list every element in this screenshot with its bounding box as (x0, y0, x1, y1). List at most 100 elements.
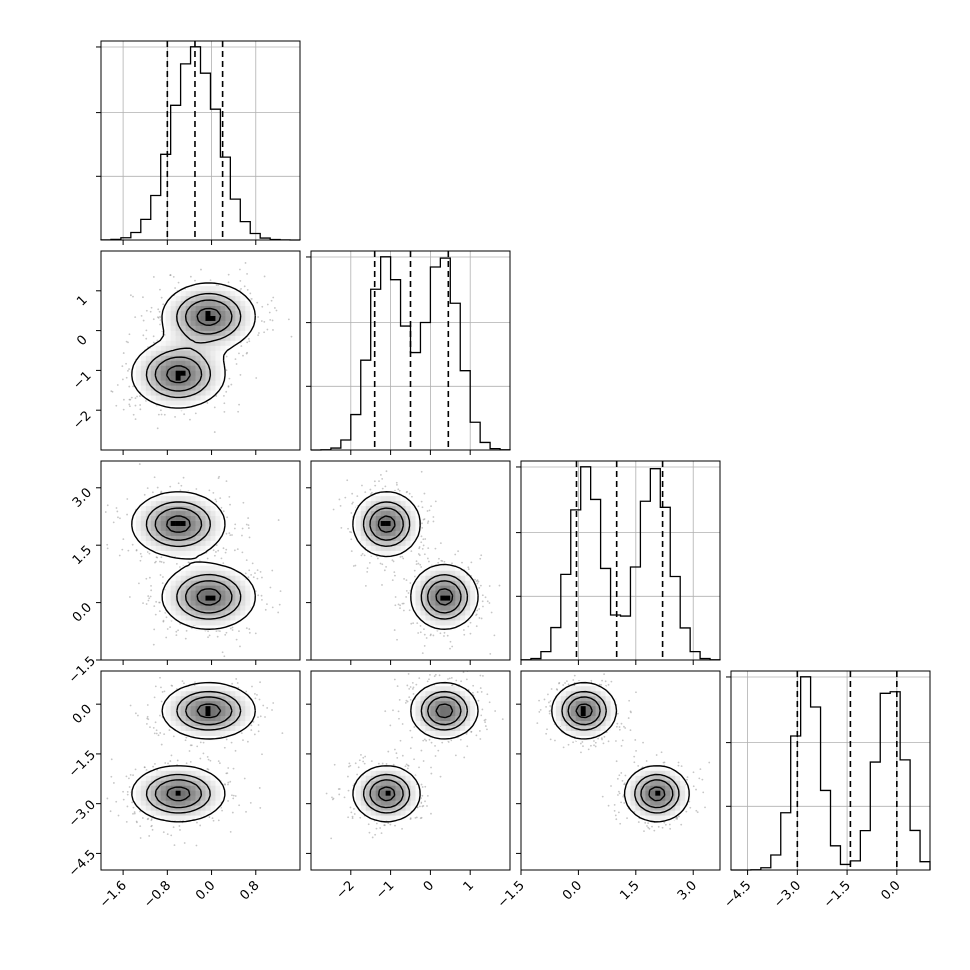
density-cell (440, 580, 446, 586)
density-cell (365, 545, 371, 551)
scatter-point (275, 309, 278, 312)
scatter-point (129, 294, 132, 297)
density-cell (190, 330, 196, 336)
density-cell (200, 565, 206, 571)
density-cell (420, 615, 426, 621)
density-cell (150, 540, 157, 546)
density-cell (215, 305, 221, 311)
density-cell (215, 315, 221, 321)
density-cell (385, 510, 391, 517)
scatter-point (256, 694, 258, 696)
scatter-point (251, 685, 253, 688)
density-cell (380, 535, 386, 541)
scatter-point (122, 398, 125, 401)
scatter-point (189, 744, 192, 747)
scatter-point (402, 609, 405, 612)
density-cell (220, 515, 226, 521)
scatter-point (207, 768, 210, 771)
scatter-point (166, 833, 169, 835)
density-cell (170, 380, 176, 386)
scatter-point (381, 563, 384, 566)
density-cell (240, 605, 246, 611)
scatter-point (271, 606, 274, 609)
density-cell (200, 285, 206, 292)
scatter-point (244, 262, 247, 264)
density-cell (170, 490, 176, 497)
density-cell (220, 610, 226, 616)
density-cell (180, 615, 186, 621)
scatter-point (361, 552, 364, 555)
scatter-point (261, 576, 263, 579)
density-cell (155, 375, 161, 381)
density-cell (200, 395, 206, 401)
density-cell (245, 325, 251, 331)
density-cell (385, 540, 391, 546)
density-cell (180, 725, 186, 731)
density-cell (155, 395, 161, 401)
density-cell (215, 535, 221, 541)
scatter-point (195, 488, 198, 490)
scatter-point (344, 496, 347, 499)
density-cell (225, 620, 231, 626)
scatter-point (215, 551, 217, 553)
density-cell (185, 520, 191, 526)
density-cell (190, 775, 196, 781)
density-cell (135, 780, 142, 786)
density-cell (200, 525, 206, 531)
density-cell (230, 620, 236, 626)
density-cell (205, 805, 211, 811)
contour-line (166, 307, 222, 384)
scatter-point (347, 527, 349, 530)
density-cell (370, 540, 376, 546)
scatter-point (122, 798, 125, 801)
density-cell (160, 765, 166, 771)
scatter-point (437, 561, 440, 564)
density-cell (175, 585, 181, 591)
density-cell (195, 770, 201, 776)
density-cell (420, 595, 426, 601)
scatter-point (229, 830, 232, 833)
density-cell (385, 500, 391, 507)
scatter-point (381, 487, 384, 490)
scatter-point (421, 547, 424, 550)
scatter-point (106, 547, 109, 550)
density-cell (375, 530, 381, 536)
scatter-point (139, 559, 142, 562)
density-cell (150, 800, 157, 806)
density-cell (200, 295, 206, 302)
density-cell (445, 625, 451, 631)
scatter-point (153, 696, 156, 699)
scatter-point (181, 680, 184, 683)
density-cell (365, 515, 371, 521)
density-cell (165, 330, 171, 336)
scatter-point (480, 554, 483, 557)
scatter-point (156, 556, 159, 559)
density-cell (185, 765, 191, 771)
scatter-point (423, 553, 426, 556)
density-cell (185, 815, 191, 821)
scatter-point (222, 562, 225, 565)
density-cell (185, 385, 191, 391)
density-cell (165, 340, 171, 346)
scatter-point (227, 781, 230, 784)
scatter-point (223, 394, 225, 397)
density-cell (160, 790, 166, 796)
density-cell (380, 540, 386, 546)
density-cell (420, 600, 426, 606)
density-cell (210, 365, 216, 371)
scatter-point (405, 589, 408, 592)
scatter-point (229, 534, 232, 536)
density-cell (220, 605, 226, 611)
density-cell (470, 595, 476, 601)
scatter-point (153, 476, 156, 479)
scatter-point (175, 630, 178, 633)
density-cell (160, 400, 166, 406)
density-cell (455, 620, 461, 626)
density-cell (160, 355, 166, 361)
density-cell (170, 585, 176, 591)
density-cell (235, 310, 241, 316)
scatter-point (163, 690, 166, 693)
scatter-point (381, 584, 383, 586)
scatter-point (272, 296, 275, 299)
